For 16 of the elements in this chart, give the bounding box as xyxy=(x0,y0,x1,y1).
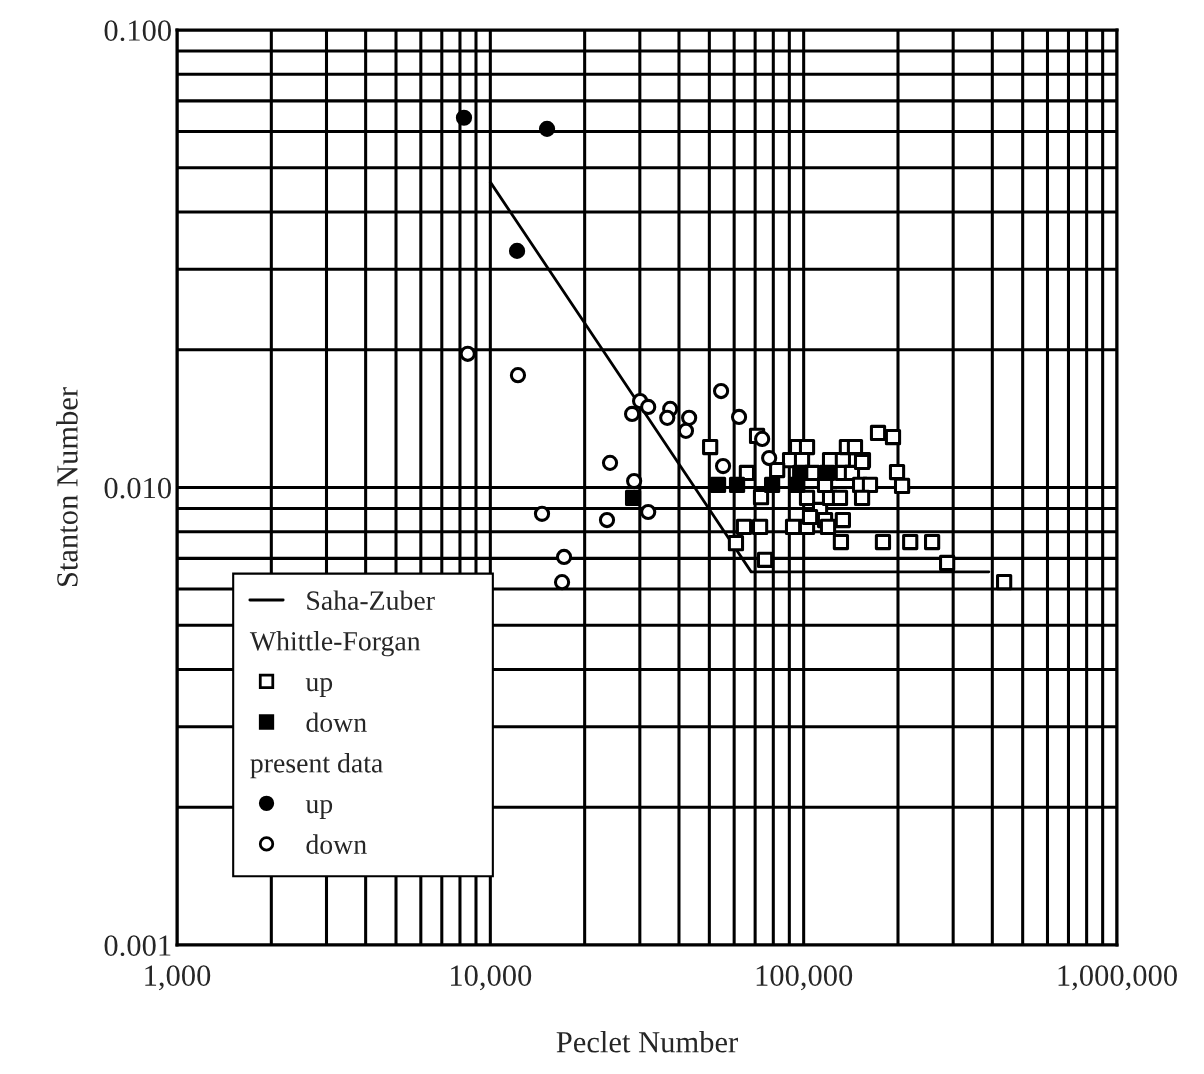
legend-label: down xyxy=(306,712,367,732)
x-tick-label: 100,000 xyxy=(756,965,853,991)
annotation: Whittle-Forgan xyxy=(249,631,421,657)
legend-label: up xyxy=(305,677,333,697)
y-tick-label: 0.001 xyxy=(104,935,171,957)
legend-label: Saha-Zuber xyxy=(307,590,435,610)
x-tick-label: 1,000,000 xyxy=(1058,965,1177,991)
x-tick-label: 10,000 xyxy=(451,965,532,991)
annotation: present data xyxy=(250,753,383,779)
legend-label: down xyxy=(306,834,367,854)
x-tick-label: 1,000 xyxy=(145,965,211,991)
x-axis-title: Peclet Number xyxy=(556,1031,738,1053)
legend-label: up xyxy=(305,799,333,819)
y-tick-label: 0.100 xyxy=(104,20,171,42)
y-tick-label: 0.010 xyxy=(104,477,171,499)
y-axis-title: Stanton Number xyxy=(56,387,78,587)
